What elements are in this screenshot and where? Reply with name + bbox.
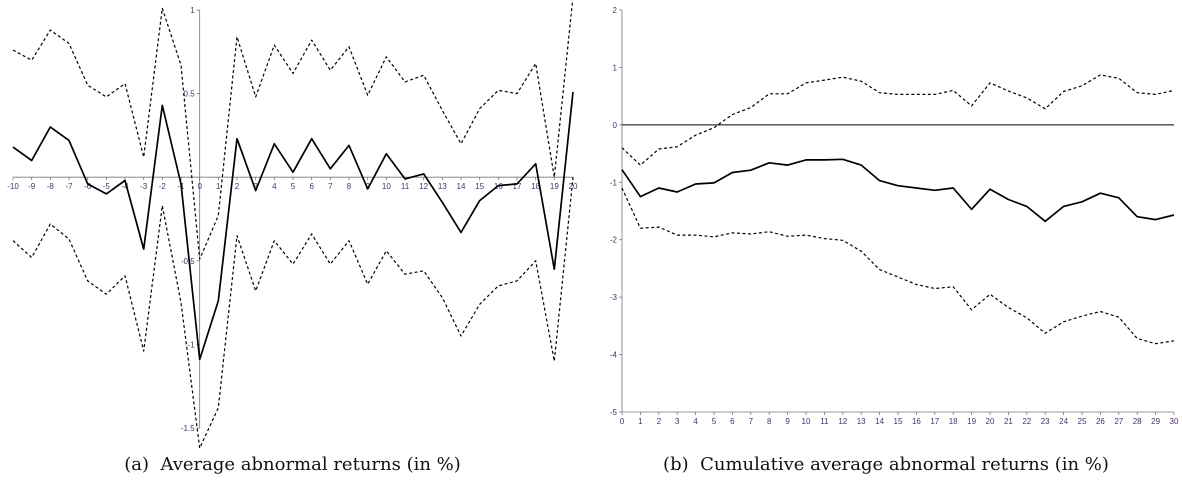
series-confidence-band-line [621,74,1175,166]
x-tick-label: 8 [767,417,772,426]
x-tick-label: 14 [457,182,466,191]
x-tick-label: -5 [103,182,111,191]
x-tick-label: 4 [693,417,698,426]
x-tick-label: 10 [382,182,391,191]
caption-a-text: Average abnormal returns (in %) [160,454,461,475]
x-tick-label: 2 [235,182,240,191]
x-tick-label: 5 [712,417,717,426]
x-tick-label: 18 [949,417,958,426]
x-tick-label: 22 [1022,417,1031,426]
x-tick-label: 0 [620,417,625,426]
y-tick-label: 1 [613,63,618,72]
y-tick-label: -1 [610,178,618,187]
series-confidence-band-line [12,177,574,449]
x-tick-label: 21 [1004,417,1013,426]
series-mean-line [12,91,574,361]
x-tick-label: 27 [1114,417,1123,426]
x-tick-label: 15 [894,417,903,426]
series-confidence-band-line [621,187,1175,345]
x-tick-label: 30 [1170,417,1179,426]
y-tick-label: -1 [188,340,196,349]
x-tick-label: 19 [550,182,559,191]
x-tick-label: 20 [569,182,578,191]
chart-panel-a: 1 0.5 -0.5 -1 -1.5 -10 -9 -8 -7 -6 -5 -4 -3 -2 -1 0 1 2 3 4… [0,0,585,497]
x-tick-label: 13 [857,417,866,426]
y-tick-label: -0.5 [181,257,195,266]
x-tick-label: -3 [140,182,148,191]
x-tick-label: 11 [820,417,829,426]
x-tick-label: 12 [838,417,847,426]
x-tick-label: 20 [986,417,995,426]
x-tick-label: 5 [291,182,296,191]
x-tick-label: 6 [309,182,314,191]
x-tick-label: 19 [967,417,976,426]
x-tick-label: 26 [1096,417,1105,426]
y-tick-label: 0 [613,121,618,130]
x-tick-label: -10 [7,182,19,191]
x-tick-label: 14 [875,417,884,426]
caption-a-tag: (a) [124,454,149,475]
x-tick-label: 17 [513,182,522,191]
x-tick-label: 13 [438,182,447,191]
x-tick-label: 1 [216,182,221,191]
x-tick-label: -2 [159,182,167,191]
y-tick-label: -3 [610,293,618,302]
y-tick-label: -1.5 [181,424,195,433]
x-tick-label: 4 [272,182,277,191]
x-tick-label: 11 [401,182,410,191]
x-tick-label: 18 [531,182,540,191]
x-tick-label: 3 [675,417,680,426]
x-tick-label: 29 [1151,417,1160,426]
y-tick-label: -4 [610,351,618,360]
x-tick-label: 17 [930,417,939,426]
x-tick-label: 3 [253,182,258,191]
x-tick-label: -9 [28,182,36,191]
x-tick-label: 16 [494,182,503,191]
caption-b: (b) Cumulative average abnormal returns … [590,454,1182,475]
x-tick-label: 12 [419,182,428,191]
x-tick-label: -7 [65,182,73,191]
x-tick-label: 0 [197,182,202,191]
y-tick-label: -2 [610,236,618,245]
x-tick-label: 10 [802,417,811,426]
y-tick-label: 0.5 [184,90,196,99]
x-tick-label: -6 [84,182,92,191]
chart-panel-b: 2 1 0 -1 -2 -3 -4 -5 0 1 2 3 4 5 6 7 8 9 10 11 12 13 14 15 16 17 1… [590,0,1182,497]
chart-b-svg: 210-1-2-3-4-50 1 2 3 4 5 6 7 8 9 10 11 12 13 14 15 16 17 1… [610,6,1179,426]
x-tick-label: 25 [1078,417,1087,426]
chart-a-svg: 10.5-0.5-1-1.5-10 -9 -8 -7 -6 -5 -4 -3 -2 -1 0 1 2 3 4… [7,0,578,449]
x-tick-label: 23 [1041,417,1050,426]
x-tick-label: 7 [328,182,333,191]
y-tick-label: -5 [610,408,618,417]
y-tick-label: 2 [613,6,618,15]
x-tick-label: 2 [657,417,662,426]
x-tick-label: 15 [475,182,484,191]
y-tick-label: 1 [190,6,195,15]
x-tick-label: 9 [785,417,790,426]
x-tick-label: 1 [638,417,643,426]
caption-b-tag: (b) [663,454,689,475]
caption-b-text: Cumulative average abnormal returns (in … [700,454,1109,475]
x-tick-label: 28 [1133,417,1142,426]
series-mean-line [621,158,1175,223]
x-tick-label: -4 [121,182,129,191]
caption-a: (a) Average abnormal returns (in %) [0,454,585,475]
x-tick-label: 6 [730,417,735,426]
x-tick-label: 24 [1059,417,1068,426]
x-tick-label: 7 [749,417,754,426]
x-tick-label: -8 [47,182,55,191]
series-confidence-band-line [12,0,574,260]
x-tick-label: 16 [912,417,921,426]
x-tick-label: 8 [347,182,352,191]
